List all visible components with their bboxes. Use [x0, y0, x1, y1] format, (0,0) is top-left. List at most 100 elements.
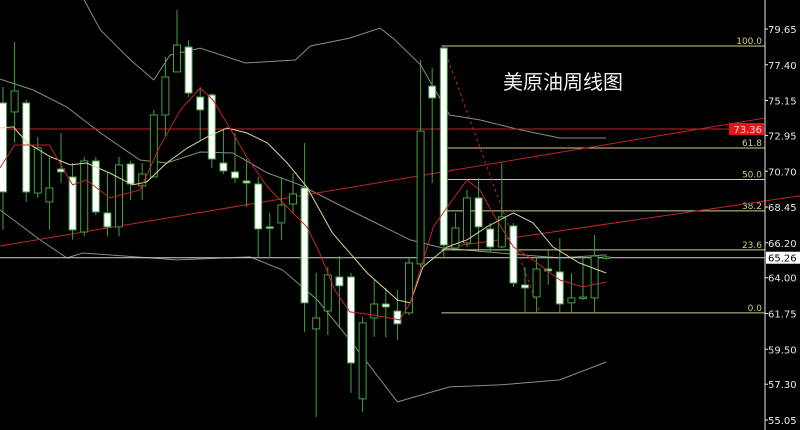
candle-body-up [358, 322, 367, 400]
candle-body-down [184, 46, 193, 94]
bollinger-lower-line [0, 209, 607, 403]
candle-body-up [289, 193, 297, 205]
candle [509, 222, 518, 287]
candle [439, 45, 448, 259]
candle-body-up [312, 317, 321, 330]
axis-tick-label: 77.40 [768, 61, 797, 72]
candle-body-up [10, 90, 19, 113]
axis-tick-label: 70.70 [768, 167, 797, 178]
axis-tick-label: 75.15 [768, 97, 797, 108]
candle [149, 109, 158, 178]
candle-body-up [370, 303, 379, 319]
candle [370, 279, 379, 337]
candle-body-down [347, 276, 355, 364]
candle-body-up [567, 297, 576, 304]
current-price-tag [766, 251, 800, 264]
candle [10, 42, 19, 143]
axis-tick-label: 55.05 [768, 416, 797, 427]
candle [22, 99, 31, 202]
candle-body-up [323, 274, 332, 312]
ma-red-line [0, 87, 607, 321]
candle [347, 272, 355, 393]
candle [602, 255, 611, 260]
candle [381, 287, 390, 338]
candle-body-down [439, 47, 448, 246]
candle [45, 156, 54, 230]
candle [474, 177, 483, 249]
candle-body-up [602, 256, 611, 259]
candle-body-down [474, 197, 483, 228]
candle [126, 160, 135, 201]
candle-body-up [532, 268, 541, 298]
candle [497, 162, 506, 249]
candle-body-down [207, 94, 216, 160]
candle-body-down [555, 271, 564, 305]
candle-body-down [22, 102, 31, 193]
candle-body-up [579, 296, 587, 299]
axis-tick-label: 59.50 [768, 345, 797, 356]
fibonacci-retracement: 100.0 61.8 50.0 38.2 23.6 0.0 [441, 37, 765, 314]
dashed-trend-line [443, 47, 541, 314]
candle [277, 176, 286, 240]
candle-body-down [219, 162, 228, 172]
candle [138, 162, 147, 201]
candle [358, 316, 367, 412]
candle [312, 272, 321, 417]
axis-tick-label: 68.45 [768, 203, 797, 214]
candle [103, 171, 112, 237]
candle [173, 9, 181, 73]
candle [68, 162, 77, 240]
candle-body-up [45, 187, 54, 203]
candle-body-up [451, 227, 460, 249]
red-line-price-tag [729, 122, 764, 135]
trend-line [0, 117, 766, 247]
candle [300, 142, 309, 332]
candle-body-up [161, 76, 170, 116]
candle [567, 272, 576, 312]
candle [463, 190, 471, 247]
candle [428, 67, 437, 184]
candle-body-up [149, 114, 158, 178]
candle-body-down [126, 163, 135, 185]
price-axis: 79.65 77.40 75.15 72.95 70.70 68.45 66.20 64.00… [729, 0, 800, 430]
candle-body-down [521, 284, 529, 289]
candle-body-down [91, 160, 100, 213]
axis-tick-label: 66.20 [768, 239, 797, 250]
candle-body-down [231, 171, 239, 179]
axis-tick-label: 57.30 [768, 380, 797, 391]
red-line-price-label: 73.36 [733, 125, 762, 136]
moving-averages [0, 87, 607, 321]
candle-body-down [196, 96, 205, 111]
candle-body-down [242, 180, 251, 184]
candle [254, 176, 263, 257]
fib-level-label: 100.0 [736, 37, 762, 47]
candle-body-down [300, 187, 309, 304]
candle-body-up [80, 160, 89, 233]
candle-body-down [428, 85, 437, 99]
fib-level-label: 23.6 [742, 241, 762, 251]
current-price-label: 65.26 [768, 254, 797, 265]
fib-level-label: 50.0 [742, 170, 762, 180]
candle-body-up [463, 197, 471, 244]
axis-tick-label: 79.65 [768, 25, 797, 36]
candle [0, 87, 7, 230]
candle [323, 266, 332, 335]
candle [161, 56, 170, 137]
axis-tick-label: 64.00 [768, 274, 797, 285]
candle-body-down [335, 276, 344, 287]
fib-level-label: 38.2 [742, 202, 762, 212]
fib-level-label: 61.8 [742, 139, 762, 149]
candle-body-up [33, 147, 42, 194]
candle [405, 256, 413, 315]
candle [57, 132, 65, 184]
candle [242, 159, 251, 208]
candle-body-up [497, 216, 506, 248]
candle [521, 266, 529, 312]
candle [184, 39, 193, 98]
candle [265, 212, 274, 257]
candle-body-down [393, 310, 402, 325]
chart-title: 美原油周线图 [503, 70, 623, 94]
candle [335, 255, 344, 328]
candle [33, 136, 42, 198]
